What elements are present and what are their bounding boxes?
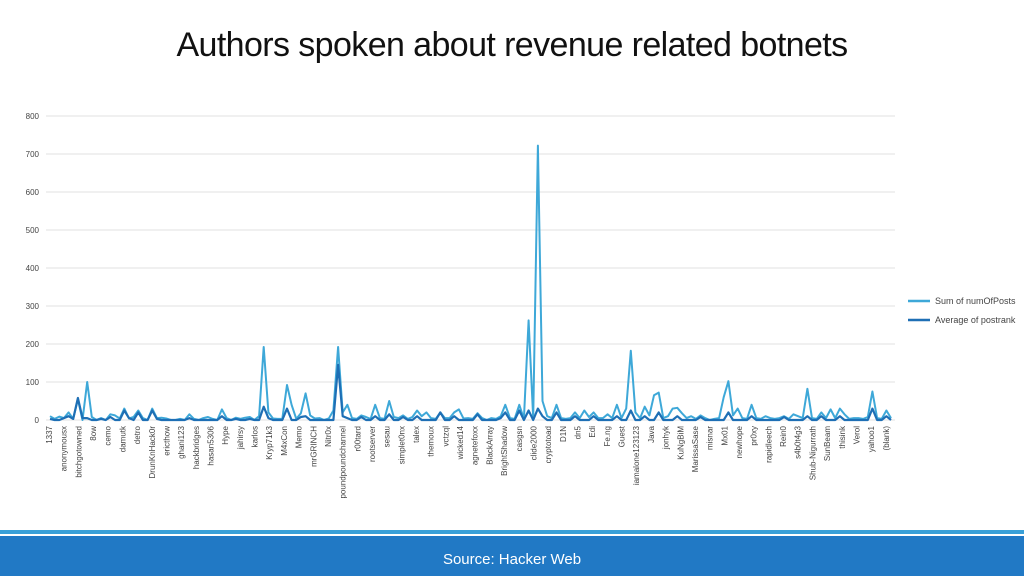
series-line-average-of-postrank	[49, 363, 892, 422]
x-tick-label: Memo	[295, 425, 304, 448]
x-tick-label: BrightShadow	[500, 426, 509, 476]
y-tick-label: 200	[26, 340, 40, 349]
x-tick-label: sesau	[383, 426, 392, 447]
x-tick-label: rapidleech	[764, 426, 773, 463]
x-tick-label: mrGRINCH	[309, 426, 318, 467]
x-tick-label: Shub-Nigurrath	[808, 426, 817, 480]
x-tick-label: jonhyk	[662, 425, 671, 450]
x-tick-label: DrunKnHack0r	[148, 426, 157, 479]
x-tick-label: damutk	[118, 425, 127, 452]
x-tick-label: newhope	[735, 425, 744, 458]
y-tick-label: 800	[26, 112, 40, 121]
x-tick-label: poundpoundchannel	[339, 426, 348, 499]
y-tick-label: 100	[26, 378, 40, 387]
legend-label: Average of postrank	[935, 315, 1016, 325]
y-tick-label: 400	[26, 264, 40, 273]
x-tick-label: Java	[647, 425, 656, 442]
x-tick-label: M4xCon	[280, 426, 289, 456]
x-tick-label: misnar	[706, 426, 715, 450]
x-tick-label: themoux	[427, 426, 436, 457]
y-tick-label: 0	[35, 416, 40, 425]
x-tick-label: (blank)	[882, 426, 891, 451]
x-tick-label: KuNgBiM	[676, 426, 685, 460]
x-tick-label: Verol	[852, 426, 861, 444]
x-tick-label: r00tard	[353, 426, 362, 451]
x-tick-label: Fe.ng	[603, 426, 612, 446]
x-tick-label: cryptotoad	[544, 426, 553, 463]
x-tick-label: rootserver	[368, 426, 377, 462]
x-tick-label: cemo	[104, 425, 113, 445]
x-tick-label: hasan5306	[207, 425, 216, 465]
x-tick-label: bitchgotowned	[74, 426, 83, 478]
x-tick-label: 1337	[45, 425, 54, 443]
x-tick-label: s4b0t4g3	[794, 425, 803, 458]
x-tick-label: yahoo1	[867, 425, 876, 452]
y-tick-label: 600	[26, 188, 40, 197]
x-tick-label: thisink	[838, 425, 847, 449]
x-tick-label: talex	[412, 426, 421, 443]
x-tick-label: D1N	[559, 426, 568, 442]
chart-title: Authors spoken about revenue related bot…	[176, 26, 848, 64]
source-footer: Source: Hacker Web	[0, 536, 1024, 576]
x-tick-label: MarissaSase	[691, 425, 700, 472]
x-tick-label: Hype	[221, 425, 230, 444]
x-tick-label: 8ow	[89, 426, 98, 441]
line-chart: 0 100 200 300 400 500 600 700 800 1337 anonymousx b…	[26, 112, 1016, 499]
y-tick-label: 700	[26, 150, 40, 159]
legend-label: Sum of numOfPosts	[935, 296, 1016, 306]
x-tick-label: detro	[133, 425, 142, 444]
x-tick-label: clide2000	[530, 425, 539, 460]
x-tick-label: anonymousx	[60, 426, 69, 471]
x-tick-label: vctzql	[441, 426, 450, 447]
x-tick-label: wicked14	[456, 425, 465, 460]
y-tick-label: 500	[26, 226, 40, 235]
x-tick-label: SunBeam	[823, 426, 832, 461]
x-tick-label: Kryp71k3	[265, 425, 274, 459]
footer-accent-line	[0, 530, 1024, 534]
x-tick-label: Mx01	[720, 425, 729, 445]
x-tick-label: pr0xy	[750, 426, 759, 446]
x-tick-label: ghani123	[177, 425, 186, 458]
x-tick-label: simplet0nx	[397, 426, 406, 464]
x-tick-label: Rein0	[779, 425, 788, 446]
x-tick-label: karlos	[251, 426, 260, 447]
x-tick-label: dn5	[574, 425, 583, 439]
x-tick-label: jahirsy	[236, 426, 245, 450]
x-tick-label: Guest	[618, 425, 627, 447]
series-line-sum-of-numofposts	[49, 144, 892, 421]
x-tick-label: hackbridges	[192, 426, 201, 469]
x-tick-label: BlackArray	[485, 426, 494, 465]
x-tick-label: ericthow	[162, 426, 171, 456]
x-tick-label: agnetefoxx	[471, 426, 480, 465]
x-tick-label: Nitr0x	[324, 426, 333, 447]
x-tick-label: iamalone123123	[632, 425, 641, 485]
x-tick-label: casgsn	[515, 426, 524, 451]
x-tick-label: Edi	[588, 426, 597, 438]
y-tick-label: 300	[26, 302, 40, 311]
